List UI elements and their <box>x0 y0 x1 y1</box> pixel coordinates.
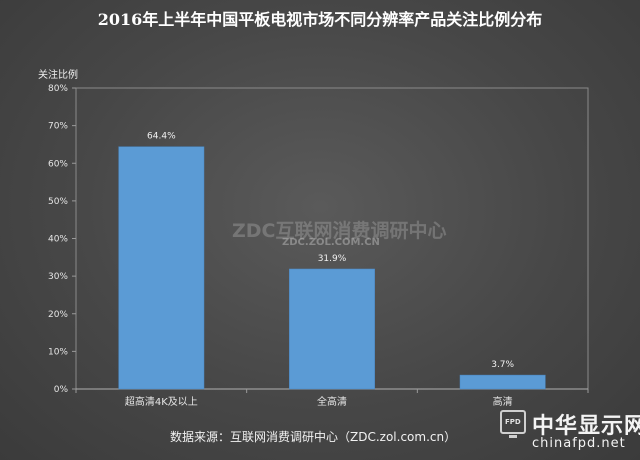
data-label: 64.4% <box>147 132 176 142</box>
y-tick-label: 70% <box>48 122 68 132</box>
y-tick-label: 10% <box>48 347 68 357</box>
site-logo: FPD 中华显示网 chinafpd.net <box>500 408 640 456</box>
bar <box>459 374 546 390</box>
chart-title: 2016年上半年中国平板电视市场不同分辨率产品关注比例分布 <box>97 10 543 29</box>
data-source-note: 数据来源：互联网消费调研中心（ZDC.zol.com.cn） <box>170 430 457 444</box>
logo-name: 中华显示网 <box>532 414 640 439</box>
monitor-stand-icon <box>509 435 517 438</box>
y-tick-label: 40% <box>48 235 68 245</box>
x-category-label: 全高清 <box>317 395 347 408</box>
bar <box>118 146 205 390</box>
y-tick-label: 0% <box>54 385 69 395</box>
x-category-label: 高清 <box>493 395 513 408</box>
y-tick-label: 20% <box>48 310 68 320</box>
labels: 64.4% 超高清4K及以上 31.9% 全高清 3.7% 高清 <box>125 132 515 408</box>
logo-url: chinafpd.net <box>532 436 626 451</box>
watermark-url: ZDC.ZOL.COM.CN <box>282 237 380 248</box>
x-category-label: 超高清4K及以上 <box>125 395 198 408</box>
y-tick-label: 80% <box>48 84 68 94</box>
y-tick-label: 60% <box>48 159 68 169</box>
monitor-icon: FPD <box>500 410 526 434</box>
bar <box>289 268 375 390</box>
y-tick-label: 50% <box>48 197 68 207</box>
watermark-text: ZDC互联网消费调研中心 <box>232 220 447 242</box>
logo-badge: FPD <box>505 418 521 426</box>
y-axis-label: 关注比例 <box>38 70 78 81</box>
bars <box>118 146 546 390</box>
data-label: 3.7% <box>491 360 514 370</box>
y-tick-label: 30% <box>48 272 68 282</box>
data-label: 31.9% <box>318 254 347 264</box>
